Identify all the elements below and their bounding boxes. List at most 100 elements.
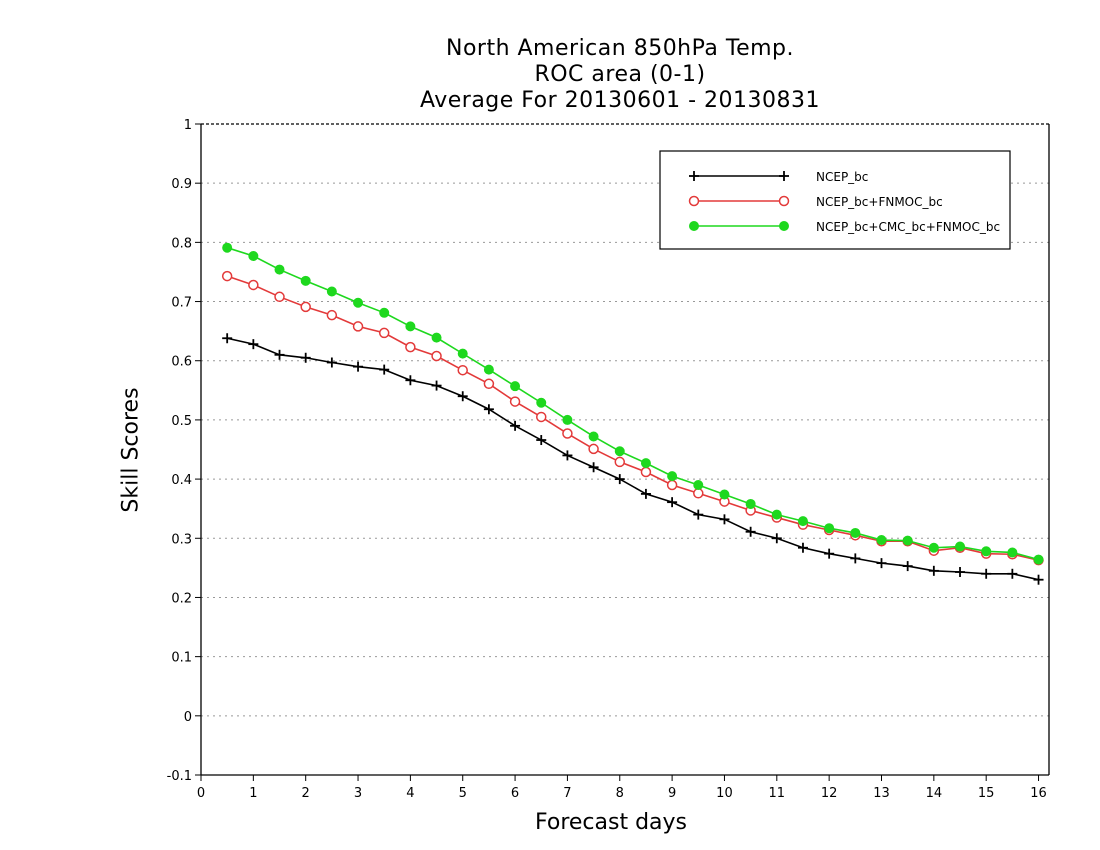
legend-box <box>659 150 1011 250</box>
data-point <box>876 535 887 546</box>
data-point <box>405 375 416 386</box>
data-point <box>562 414 573 425</box>
data-point <box>405 341 416 353</box>
y-tick-label: 0.6 <box>171 355 192 370</box>
x-tick-label: 4 <box>406 786 414 801</box>
data-point <box>353 361 364 372</box>
legend-entry: NCEP_bc+FNMOC_bc <box>688 195 943 209</box>
legend-marker <box>688 195 700 207</box>
data-point <box>666 479 678 491</box>
data-point <box>902 535 913 546</box>
data-point <box>222 242 233 253</box>
gridlines <box>201 182 1049 717</box>
data-point <box>981 546 992 557</box>
x-tick-label: 9 <box>668 786 676 801</box>
legend-entry: NCEP_bc <box>689 170 868 184</box>
data-point <box>300 352 311 363</box>
y-tick-label: 0.5 <box>171 414 192 429</box>
data-point <box>326 286 337 297</box>
data-point <box>824 548 835 559</box>
data-point <box>614 474 625 485</box>
y-tick-label: 0.9 <box>171 177 192 192</box>
legend-marker <box>689 221 699 231</box>
data-point <box>693 480 704 491</box>
data-point <box>457 391 468 402</box>
x-axis-title: Forecast days <box>535 810 688 835</box>
data-point <box>928 565 939 576</box>
legend-label: NCEP_bc <box>816 170 868 184</box>
data-point <box>510 420 521 431</box>
data-point <box>352 321 364 332</box>
data-point <box>797 542 808 553</box>
series-2 <box>222 242 1044 565</box>
data-point <box>850 527 861 538</box>
data-point <box>1033 574 1044 585</box>
data-point <box>274 349 285 360</box>
y-tick-label: 0 <box>184 710 192 725</box>
axes <box>200 123 1050 776</box>
data-point <box>876 558 887 569</box>
y-tick-label: -0.1 <box>167 769 192 784</box>
data-point <box>614 456 626 468</box>
x-tick-label: 8 <box>616 786 624 801</box>
x-tick-label: 13 <box>873 786 890 801</box>
x-tick-label: 0 <box>197 786 205 801</box>
series-line <box>226 275 1039 561</box>
data-point <box>326 309 338 321</box>
data-point <box>719 514 730 525</box>
data-point <box>274 291 285 303</box>
data-point <box>431 380 442 391</box>
chart-title-line-3: Average For 20130601 - 20130831 <box>419 88 821 113</box>
data-point <box>248 250 259 261</box>
data-point <box>1007 547 1018 558</box>
legend-marker <box>689 171 699 181</box>
chart-title-line-2: ROC area (0-1) <box>534 62 706 87</box>
legend-marker <box>779 171 789 181</box>
data-point <box>771 509 782 520</box>
x-tick-label: 1 <box>249 786 257 801</box>
data-point <box>588 443 599 455</box>
y-tick-label: 1 <box>184 118 192 133</box>
x-tick-label: 11 <box>769 786 786 801</box>
data-point <box>222 333 233 344</box>
data-point <box>536 435 547 446</box>
data-point <box>902 561 913 572</box>
data-point <box>640 466 652 478</box>
x-tick-label: 10 <box>716 786 733 801</box>
legend: NCEP_bc NCEP_bc+FNMOC_bc NCEP_bc+CMC_bc+FN… <box>659 150 1011 250</box>
y-tick-label: 0.3 <box>171 532 192 547</box>
series-0 <box>222 333 1044 585</box>
data-point <box>509 396 521 407</box>
legend-label: NCEP_bc+FNMOC_bc <box>816 195 943 209</box>
data-point <box>955 541 966 552</box>
data-point <box>562 450 573 461</box>
data-point <box>693 488 704 499</box>
data-point <box>667 497 678 508</box>
series-layer <box>221 242 1044 585</box>
data-point <box>535 411 547 423</box>
data-point <box>824 523 835 534</box>
data-point <box>483 364 494 375</box>
data-point <box>745 526 756 537</box>
ticks: -0.100.10.20.30.40.50.60.70.80.910 1 2 3 4 5 6… <box>167 118 1047 801</box>
data-point <box>326 357 337 368</box>
x-tick-label: 15 <box>978 786 995 801</box>
data-point <box>248 339 259 350</box>
series-1 <box>221 270 1044 566</box>
y-tick-label: 0.4 <box>171 473 192 488</box>
legend-entry: NCEP_bc+CMC_bc+FNMOC_bc <box>689 220 1000 234</box>
data-point <box>379 307 390 318</box>
data-point <box>719 489 730 500</box>
data-point <box>248 279 259 291</box>
x-tick-label: 16 <box>1030 786 1047 801</box>
data-point <box>588 431 599 442</box>
x-tick-label: 7 <box>563 786 571 801</box>
data-point <box>274 264 285 275</box>
data-point <box>431 350 442 362</box>
data-point <box>300 301 311 313</box>
x-tick-label: 2 <box>302 786 310 801</box>
data-point <box>771 533 782 544</box>
data-point <box>405 321 416 332</box>
data-point <box>379 364 390 375</box>
